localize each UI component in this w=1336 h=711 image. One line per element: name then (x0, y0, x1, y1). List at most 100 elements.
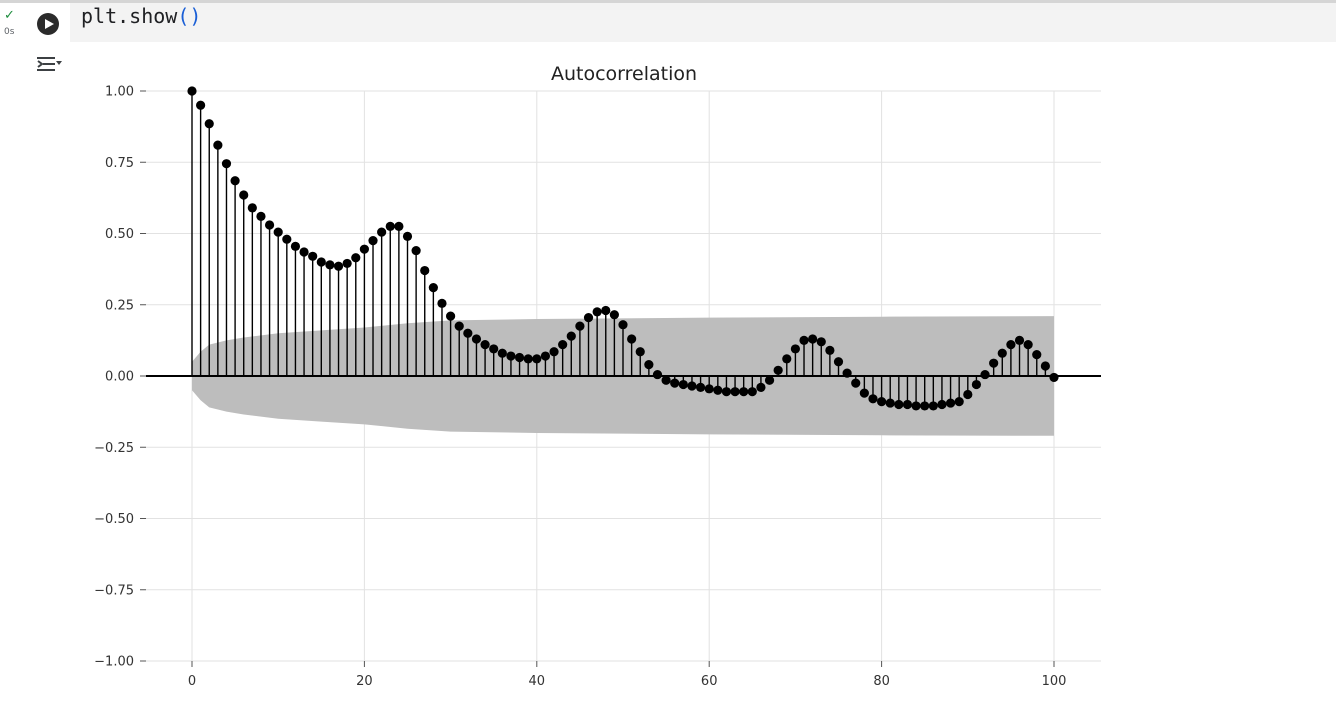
acf-point (342, 258, 352, 269)
acf-point (333, 261, 344, 271)
acf-point (721, 387, 732, 397)
acf-point (282, 234, 292, 244)
acf-point (497, 348, 507, 358)
acf-point (351, 253, 361, 263)
acf-point (816, 337, 826, 347)
acf-point (463, 328, 473, 338)
acf-point (971, 379, 982, 390)
acf-point (980, 369, 990, 380)
acf-point (1049, 372, 1059, 383)
acf-point (514, 352, 525, 363)
acf-point (377, 227, 387, 237)
y-tick-label: −0.75 (94, 583, 134, 598)
y-tick-label: −1.00 (94, 655, 134, 670)
acf-point (859, 388, 869, 398)
acf-point (773, 365, 783, 375)
x-tick-label: 100 (1042, 674, 1067, 689)
y-tick-label: −0.50 (94, 512, 134, 527)
y-tick-label: 0.75 (105, 156, 134, 171)
acf-point (877, 397, 887, 407)
code-editor[interactable]: plt.show() (81, 2, 201, 30)
acf-point (247, 203, 257, 213)
acf-point (644, 360, 654, 370)
top-border (0, 0, 1336, 3)
acf-point (471, 334, 482, 344)
acf-point (808, 334, 818, 344)
x-tick-label: 40 (529, 674, 546, 689)
chart-title: Autocorrelation (551, 63, 697, 85)
acf-point (756, 382, 766, 392)
acf-point (661, 375, 671, 385)
acf-point (540, 351, 551, 361)
acf-point (790, 344, 801, 354)
acf-point (566, 331, 576, 341)
acf-point (911, 401, 921, 411)
acf-point (583, 312, 594, 323)
acf-point (678, 379, 688, 390)
acf-point (592, 307, 602, 317)
markers (187, 86, 1059, 411)
acf-point (635, 347, 645, 357)
x-tick-label: 0 (188, 674, 196, 689)
acf-point (213, 140, 223, 150)
acf-point (825, 345, 835, 355)
acf-point (920, 401, 930, 411)
y-tick-label: 0.25 (105, 298, 134, 313)
acf-point (428, 283, 438, 293)
acf-point (221, 159, 232, 169)
acf-point (937, 399, 947, 410)
acf-point (204, 119, 214, 129)
stems (191, 91, 1055, 406)
acf-point (842, 368, 852, 378)
code-parens: () (177, 4, 202, 28)
acf-point (239, 190, 249, 200)
acf-point (437, 298, 447, 308)
acf-point (851, 378, 861, 388)
acf-point (945, 398, 956, 408)
acf-point (997, 348, 1007, 358)
x-tick-label: 60 (701, 674, 718, 689)
acf-point (902, 399, 913, 410)
code-text: plt.show (81, 4, 178, 28)
output-collapse-icon (37, 57, 62, 71)
acf-point (1023, 340, 1033, 350)
acf-point (575, 321, 585, 331)
acf-point (299, 247, 309, 257)
acf-point (420, 265, 430, 276)
acf-point (609, 310, 619, 320)
y-tick-label: 0.50 (105, 227, 134, 242)
acf-point (739, 387, 749, 397)
acf-point (670, 378, 680, 388)
acf-point (885, 398, 895, 408)
acf-point (989, 358, 999, 368)
acf-point (799, 335, 809, 345)
acf-point (523, 354, 533, 364)
acf-point (764, 375, 775, 385)
acf-point (954, 397, 964, 407)
acf-point (368, 236, 378, 246)
acf-point (316, 257, 326, 267)
acf-point (1032, 350, 1042, 360)
acf-point (695, 382, 706, 392)
acf-point (256, 211, 266, 221)
acf-point (187, 86, 197, 96)
acf-point (1040, 361, 1050, 371)
acf-point (730, 387, 740, 397)
acf-point (411, 246, 421, 256)
x-axis: 0 20 40 60 80 100 (188, 661, 1067, 689)
acf-point (894, 399, 904, 410)
acf-point (480, 340, 490, 350)
run-cell-button[interactable] (37, 13, 59, 35)
acf-point (273, 227, 283, 237)
acf-point (359, 244, 369, 254)
acf-point (963, 389, 973, 400)
y-axis: 1.00 0.75 0.50 0.25 0.00 −0.25 −0.50 −0.75 −1.00 (94, 85, 146, 670)
acf-point (1014, 335, 1025, 345)
code-cell[interactable] (70, 3, 1336, 42)
output-toggle-button[interactable] (35, 51, 63, 77)
acf-point (558, 340, 568, 350)
execution-time: 0s (4, 27, 15, 37)
acf-point (402, 231, 413, 241)
acf-point (290, 241, 301, 251)
